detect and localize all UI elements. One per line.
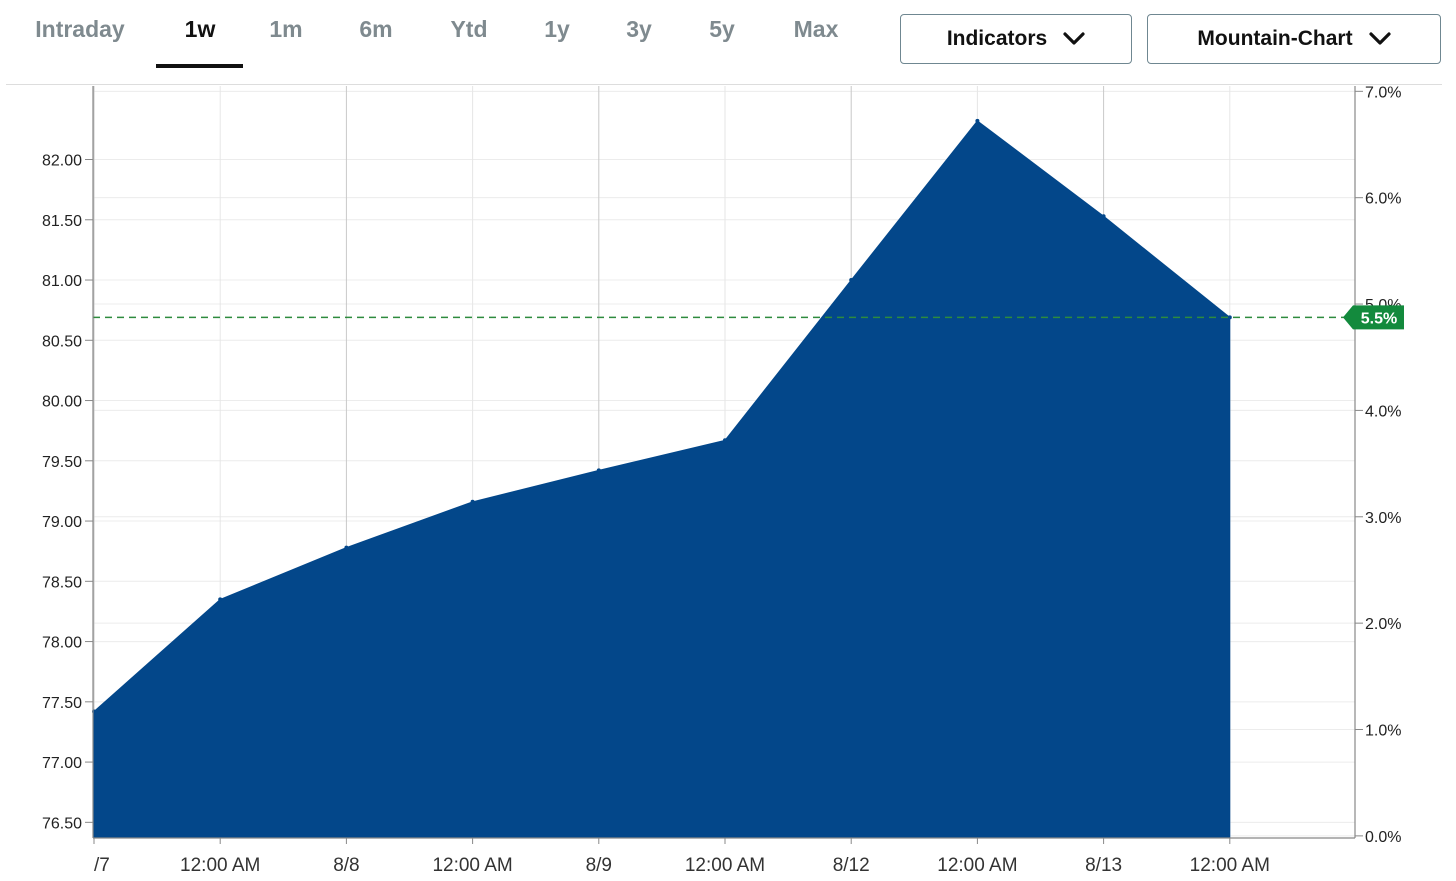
y2-tick-label: 6.0% — [1365, 191, 1401, 208]
tab-1m[interactable]: 1m — [269, 16, 303, 42]
x-tick-label: 12:00 AM — [180, 855, 260, 876]
tab-max[interactable]: Max — [793, 16, 839, 42]
tab-1y[interactable]: 1y — [544, 16, 570, 42]
data-point — [723, 438, 727, 443]
tab-5y[interactable]: 5y — [709, 16, 735, 42]
data-point — [849, 278, 854, 282]
x-tick-label: 8/13 — [1085, 855, 1122, 876]
y-tick-label: 81.50 — [42, 213, 82, 230]
data-point — [470, 499, 475, 504]
y-tick-label: 78.50 — [42, 574, 82, 591]
x-tick-label: 12:00 AM — [937, 855, 1017, 876]
chevron-down-icon — [1368, 32, 1391, 45]
indicators-label: Indicators — [946, 27, 1048, 50]
data-point — [1101, 214, 1106, 219]
tab-3y[interactable]: 3y — [626, 16, 652, 42]
chart-type-label: Mountain-Chart — [1197, 27, 1353, 50]
y-tick-label: 79.00 — [42, 514, 82, 531]
tab-6m[interactable]: 6m — [359, 16, 393, 42]
indicators-dropdown[interactable]: Indicators — [900, 14, 1132, 64]
x-tick-label: 12:00 AM — [1190, 855, 1270, 876]
tab-intraday[interactable]: Intraday — [35, 16, 125, 42]
y2-tick-label: 1.0% — [1365, 723, 1401, 740]
y2-tick-label: 3.0% — [1365, 510, 1401, 527]
y-tick-label: 79.50 — [42, 454, 82, 471]
price-chart[interactable]: 82.00 81.50 81.00 80.50 80.00 79.50 79.00 78.50… — [0, 85, 1456, 881]
data-point — [975, 118, 980, 123]
x-tick-label: 12:00 AM — [685, 855, 765, 876]
y-tick-label: 82.00 — [42, 153, 82, 170]
active-tab-underline — [156, 64, 243, 68]
time-range-tabs: Intraday 1w 1m 6m Ytd 1y 3y 5y Max — [0, 0, 890, 84]
y2-tick-label: 7.0% — [1365, 85, 1401, 101]
y-tick-label: 78.00 — [42, 635, 82, 652]
data-point — [218, 597, 223, 602]
y-tick-label: 76.50 — [42, 815, 82, 832]
data-point — [596, 468, 601, 473]
y2-tick-label: 0.0% — [1365, 829, 1401, 846]
y-tick-label: 77.50 — [42, 695, 82, 712]
chart-type-dropdown[interactable]: Mountain-Chart — [1147, 14, 1441, 64]
last-value-label: 5.5% — [1361, 310, 1397, 327]
y-tick-label: 80.00 — [42, 394, 82, 411]
data-point — [1227, 315, 1232, 320]
price-area — [93, 120, 1231, 839]
x-tick-label: 12:00 AM — [432, 855, 512, 876]
y-tick-label: 80.50 — [42, 333, 82, 350]
y-tick-label: 81.00 — [42, 273, 82, 290]
y2-tick-label: 2.0% — [1365, 616, 1401, 633]
header-divider — [6, 84, 1442, 85]
x-tick-label: 8/8 — [333, 855, 359, 876]
data-point — [344, 545, 349, 550]
x-tick-label: 8/12 — [833, 855, 870, 876]
tab-ytd[interactable]: Ytd — [450, 16, 488, 42]
y2-tick-label: 4.0% — [1365, 403, 1401, 420]
chevron-down-icon — [1063, 32, 1085, 45]
x-tick-label: 8/9 — [586, 855, 612, 876]
y-tick-label: 77.00 — [42, 755, 82, 772]
x-tick-label: /7 — [94, 855, 110, 876]
last-value-badge — [1343, 305, 1404, 330]
tab-1w[interactable]: 1w — [184, 16, 216, 42]
